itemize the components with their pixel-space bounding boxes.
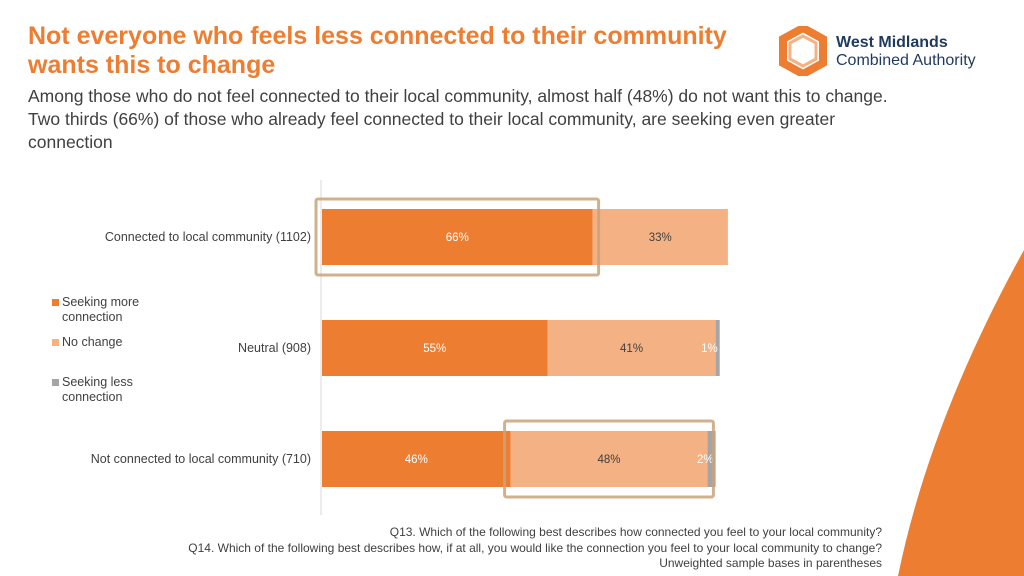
legend-item: Seeking more connection xyxy=(52,295,172,325)
legend-label: Seeking less connection xyxy=(62,375,133,404)
category-label: Neutral (908) xyxy=(238,341,311,355)
bar-segment xyxy=(547,320,716,376)
logo-line-2: Combined Authority xyxy=(836,52,976,69)
bar-segment xyxy=(715,320,720,376)
legend-swatch xyxy=(52,299,59,306)
legend-label: Seeking more connection xyxy=(62,295,140,324)
bar-segment xyxy=(322,320,548,376)
data-label: 66% xyxy=(446,232,469,244)
legend-item: Seeking less connection xyxy=(52,375,172,405)
wmca-logo: West Midlands Combined Authority xyxy=(778,23,1008,79)
data-label: 46% xyxy=(405,454,428,466)
legend-item: No change xyxy=(52,335,172,350)
data-label: 48% xyxy=(597,454,620,466)
footnote-line-1: Q13. Which of the following best describ… xyxy=(389,525,882,539)
bar-segment xyxy=(707,431,716,487)
legend-swatch xyxy=(52,379,59,386)
bar-segment xyxy=(510,431,708,487)
bar-segment xyxy=(322,209,593,265)
footnote-line-3: Unweighted sample bases in parentheses xyxy=(659,556,882,570)
legend-label: No change xyxy=(62,335,123,349)
page-subtitle: Among those who do not feel connected to… xyxy=(28,86,888,152)
data-label: 33% xyxy=(649,232,672,244)
data-label: 2% xyxy=(697,454,714,466)
category-label: Connected to local community (1102) xyxy=(105,230,311,244)
footnote-line-2: Q14. Which of the following best describ… xyxy=(188,540,882,555)
highlight-box xyxy=(314,197,601,277)
highlight-box xyxy=(503,419,715,499)
data-label: 41% xyxy=(620,343,643,355)
bar-segment xyxy=(592,209,728,265)
category-label: Not connected to local community (710) xyxy=(91,452,311,466)
page-title: Not everyone who feels less connected to… xyxy=(28,22,727,79)
footnote: Q13. Which of the following best describ… xyxy=(122,525,882,572)
legend-swatch xyxy=(52,339,59,346)
data-label: 55% xyxy=(423,343,446,355)
hexagon-logo-icon xyxy=(779,23,827,79)
data-label: 1% xyxy=(701,343,718,355)
bar-segment xyxy=(322,431,511,487)
logo-line-1: West Midlands xyxy=(836,34,948,51)
